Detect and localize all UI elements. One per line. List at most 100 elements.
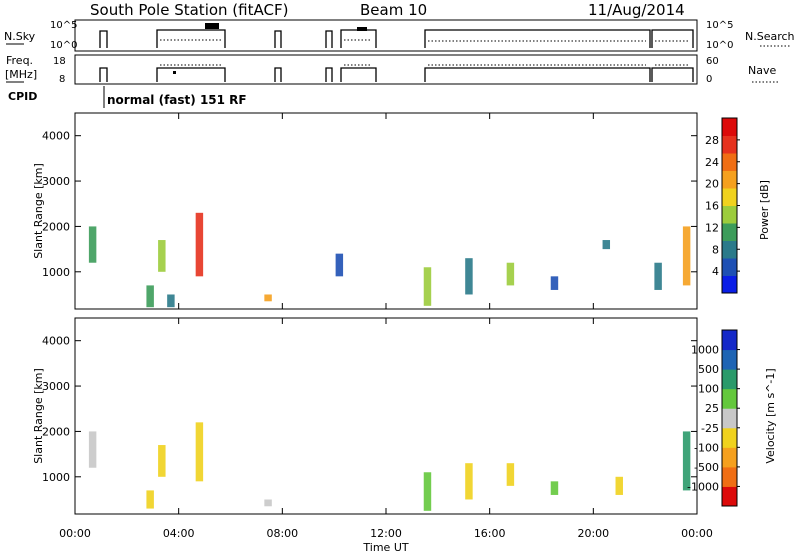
data-patch <box>158 240 166 272</box>
noise-tick-left-bottom: 10^0 <box>50 40 77 51</box>
colorbar-segment <box>722 205 737 224</box>
power-y-axis-label: Slant Range [km] <box>32 163 45 259</box>
colorbar-tick-label: -100 <box>694 441 719 454</box>
colorbar-segment <box>722 135 737 154</box>
data-patch <box>506 463 515 486</box>
nsearch-label: N.Search <box>745 30 795 43</box>
colorbar-segment <box>722 466 737 487</box>
noise-sky-trace <box>99 29 694 48</box>
noise-tick-right-top: 10^5 <box>706 20 733 31</box>
data-patch <box>423 267 432 306</box>
colorbar-segment <box>722 240 737 259</box>
noise-tick-left-top: 10^5 <box>50 20 77 31</box>
colorbar-tick-label: -25 <box>701 422 719 435</box>
freq-tick-bottom: 8 <box>59 74 65 85</box>
x-tick-label: 12:00 <box>370 527 402 540</box>
velocity-y-axis-label: Slant Range [km] <box>32 368 45 464</box>
colorbar-tick-label: 1000 <box>691 344 719 357</box>
colorbar-tick-label: 20 <box>705 178 719 191</box>
data-patch <box>146 285 154 308</box>
colorbar-segment <box>722 258 737 276</box>
data-patch <box>167 294 175 308</box>
colorbar-tick-label: 28 <box>705 134 719 147</box>
colorbar-segment <box>722 170 737 189</box>
freq-panel: Freq. [MHz] 18 8 60 0 Nave <box>5 54 778 85</box>
colorbar-segment <box>722 153 737 171</box>
data-patch <box>682 431 691 491</box>
colorbar-tick-label: -500 <box>694 461 719 474</box>
power-colorbar-label: Power [dB] <box>758 180 771 240</box>
data-patch <box>146 490 154 509</box>
colorbar-tick-label: 500 <box>698 363 719 376</box>
velocity-plot-frame <box>74 317 698 515</box>
y-tick-label: 2000 <box>42 220 70 233</box>
data-patch <box>423 472 432 511</box>
noise-tick-right-bottom: 10^0 <box>706 40 733 51</box>
colorbar-segment <box>722 349 737 370</box>
x-tick-label: 16:00 <box>474 527 506 540</box>
nave-label: Nave <box>748 64 776 77</box>
colorbar-segment <box>722 118 737 136</box>
data-patch <box>195 422 204 482</box>
colorbar-segment <box>722 408 737 429</box>
data-patch <box>506 262 515 286</box>
colorbar-segment <box>722 447 737 468</box>
power-plot-frame <box>74 112 698 310</box>
data-patch <box>158 445 166 477</box>
colorbar-tick-label: 16 <box>705 200 719 213</box>
colorbar-segment <box>722 486 737 507</box>
data-patch <box>615 476 623 495</box>
y-tick-label: 1000 <box>42 266 70 279</box>
data-patch <box>465 258 473 295</box>
data-patch <box>550 481 559 495</box>
colorbar-segment <box>722 388 737 409</box>
data-patch <box>88 226 97 263</box>
colorbar-tick-label: 100 <box>698 383 719 396</box>
data-patch <box>465 463 473 500</box>
nsky-label: N.Sky <box>4 30 36 43</box>
data-patch <box>88 431 97 468</box>
colorbar-tick-label: -1000 <box>687 480 719 493</box>
noise-search-trace <box>160 39 690 42</box>
colorbar-segment <box>722 427 737 448</box>
cpid-label: CPID <box>8 90 37 103</box>
nave-tick-bottom: 0 <box>706 74 712 85</box>
data-patch <box>682 226 691 286</box>
nave-tick-top: 60 <box>706 56 719 67</box>
freq-trace <box>99 67 694 82</box>
data-patch <box>264 499 272 507</box>
colorbar-segment <box>722 330 737 351</box>
cpid-text: normal (fast) 151 RF <box>107 93 247 107</box>
beam-label: Beam 10 <box>360 1 427 19</box>
colorbar-tick-label: 4 <box>712 265 719 278</box>
colorbar-segment <box>722 369 737 390</box>
colorbar-tick-label: 12 <box>705 221 719 234</box>
data-patch <box>264 294 272 302</box>
x-tick-label: 04:00 <box>163 527 195 540</box>
colorbar-tick-label: 24 <box>705 156 719 169</box>
data-patch <box>602 240 611 250</box>
velocity-colorbar-label: Velocity [m s^-1] <box>764 368 777 463</box>
data-patch <box>335 253 344 277</box>
noise-panel: N.Sky 10^5 10^0 10^5 10^0 N.Search <box>4 19 795 52</box>
x-tick-label: 20:00 <box>577 527 609 540</box>
date-label: 11/Aug/2014 <box>588 1 685 19</box>
station-title: South Pole Station (fitACF) <box>90 1 288 19</box>
freq-tick-top: 18 <box>53 56 66 67</box>
freq-label-1: Freq. <box>6 54 33 67</box>
data-patch <box>550 276 559 290</box>
data-patch <box>195 212 204 277</box>
colorbar-tick-label: 25 <box>705 402 719 415</box>
y-tick-label: 3000 <box>42 175 70 188</box>
x-tick-label: 00:00 <box>681 527 713 540</box>
y-tick-label: 4000 <box>42 130 70 143</box>
colorbar-frame <box>721 329 738 507</box>
data-patch <box>654 262 662 290</box>
colorbar-segment <box>722 188 737 206</box>
x-axis-label: Time UT <box>362 541 408 554</box>
y-tick-label: 4000 <box>42 335 70 348</box>
colorbar-tick-label: 8 <box>712 243 719 256</box>
freq-label-2: [MHz] <box>5 68 37 81</box>
y-tick-label: 2000 <box>42 425 70 438</box>
